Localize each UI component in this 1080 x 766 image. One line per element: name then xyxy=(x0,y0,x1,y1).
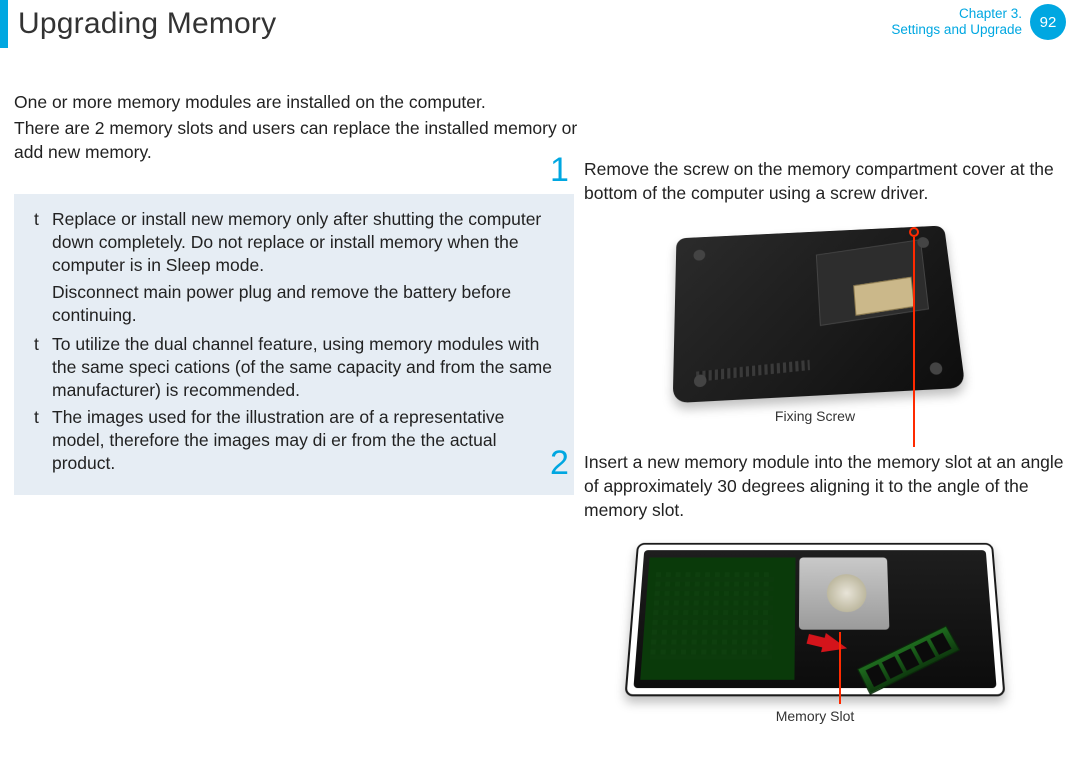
rubber-foot-icon xyxy=(693,249,705,260)
note-text-1: Replace or install new memory only after… xyxy=(52,208,556,277)
hdd-icon xyxy=(799,557,890,629)
step-number-1: 1 xyxy=(550,155,584,205)
page-title: Upgrading Memory xyxy=(18,7,276,41)
laptop-internals-body xyxy=(624,543,1005,696)
step-text-2: Insert a new memory module into the memo… xyxy=(584,448,1080,522)
bullet-icon: t xyxy=(34,208,52,277)
chapter-header: Chapter 3. Settings and Upgrade xyxy=(891,6,1022,38)
chapter-line-2: Settings and Upgrade xyxy=(891,22,1022,38)
rubber-foot-icon xyxy=(694,374,707,387)
figure-2-caption: Memory Slot xyxy=(550,708,1080,724)
note-item-2: t To utilize the dual channel feature, u… xyxy=(34,333,556,402)
intro-text: One or more memory modules are installed… xyxy=(14,90,599,164)
intro-p2: There are 2 memory slots and users can r… xyxy=(14,116,599,164)
note-text-3: The images used for the illustration are… xyxy=(52,406,556,475)
step-2: 2 Insert a new memory module into the me… xyxy=(550,448,1080,522)
page-number-badge: 92 xyxy=(1030,4,1066,40)
note-item-3: t The images used for the illustration a… xyxy=(34,406,556,475)
manual-page: Upgrading Memory Chapter 3. Settings and… xyxy=(0,0,1080,766)
chapter-line-1: Chapter 3. xyxy=(891,6,1022,22)
laptop-internals-illustration xyxy=(625,532,1005,702)
intro-p1: One or more memory modules are installed… xyxy=(14,90,599,114)
memory-slot-callout-line xyxy=(839,632,841,704)
step-1: 1 Remove the screw on the memory compart… xyxy=(550,155,1080,205)
chip-pattern xyxy=(650,572,774,659)
page-number: 92 xyxy=(1040,14,1057,31)
step-number-2: 2 xyxy=(550,448,584,522)
rubber-foot-icon xyxy=(929,362,943,375)
note-box: t Replace or install new memory only aft… xyxy=(14,194,574,495)
left-column: One or more memory modules are installed… xyxy=(14,90,599,495)
note-subtext-1: Disconnect main power plug and remove th… xyxy=(52,281,556,327)
figure-2: Memory Slot xyxy=(550,532,1080,724)
title-accent-bar xyxy=(0,0,8,48)
step-text-1: Remove the screw on the memory compartme… xyxy=(584,155,1080,205)
rubber-foot-icon xyxy=(917,237,930,248)
bullet-icon: t xyxy=(34,406,52,475)
bullet-icon: t xyxy=(34,333,52,402)
fixing-screw-callout-line xyxy=(913,237,915,447)
vent-grille xyxy=(696,360,810,382)
laptop-body xyxy=(673,225,966,403)
note-text-2: To utilize the dual channel feature, usi… xyxy=(52,333,556,402)
note-item-1: t Replace or install new memory only aft… xyxy=(34,208,556,277)
right-column: 1 Remove the screw on the memory compart… xyxy=(550,155,1080,724)
fixing-screw-callout-circle xyxy=(909,227,919,237)
figure-1: Fixing Screw xyxy=(550,217,1080,424)
laptop-bottom-illustration xyxy=(665,217,965,402)
title-bar: Upgrading Memory xyxy=(0,0,276,48)
figure-1-caption: Fixing Screw xyxy=(550,408,1080,424)
